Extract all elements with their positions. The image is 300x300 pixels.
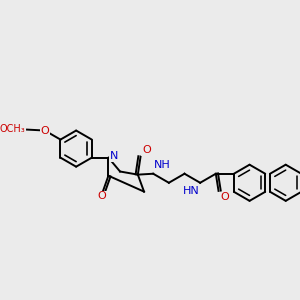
Text: NH: NH: [154, 160, 170, 170]
Text: O: O: [97, 191, 106, 201]
Text: O: O: [40, 125, 49, 136]
Text: N: N: [110, 151, 118, 161]
Text: OCH₃: OCH₃: [0, 124, 26, 134]
Text: O: O: [142, 145, 151, 155]
Text: O: O: [220, 192, 229, 202]
Text: HN: HN: [183, 186, 200, 196]
